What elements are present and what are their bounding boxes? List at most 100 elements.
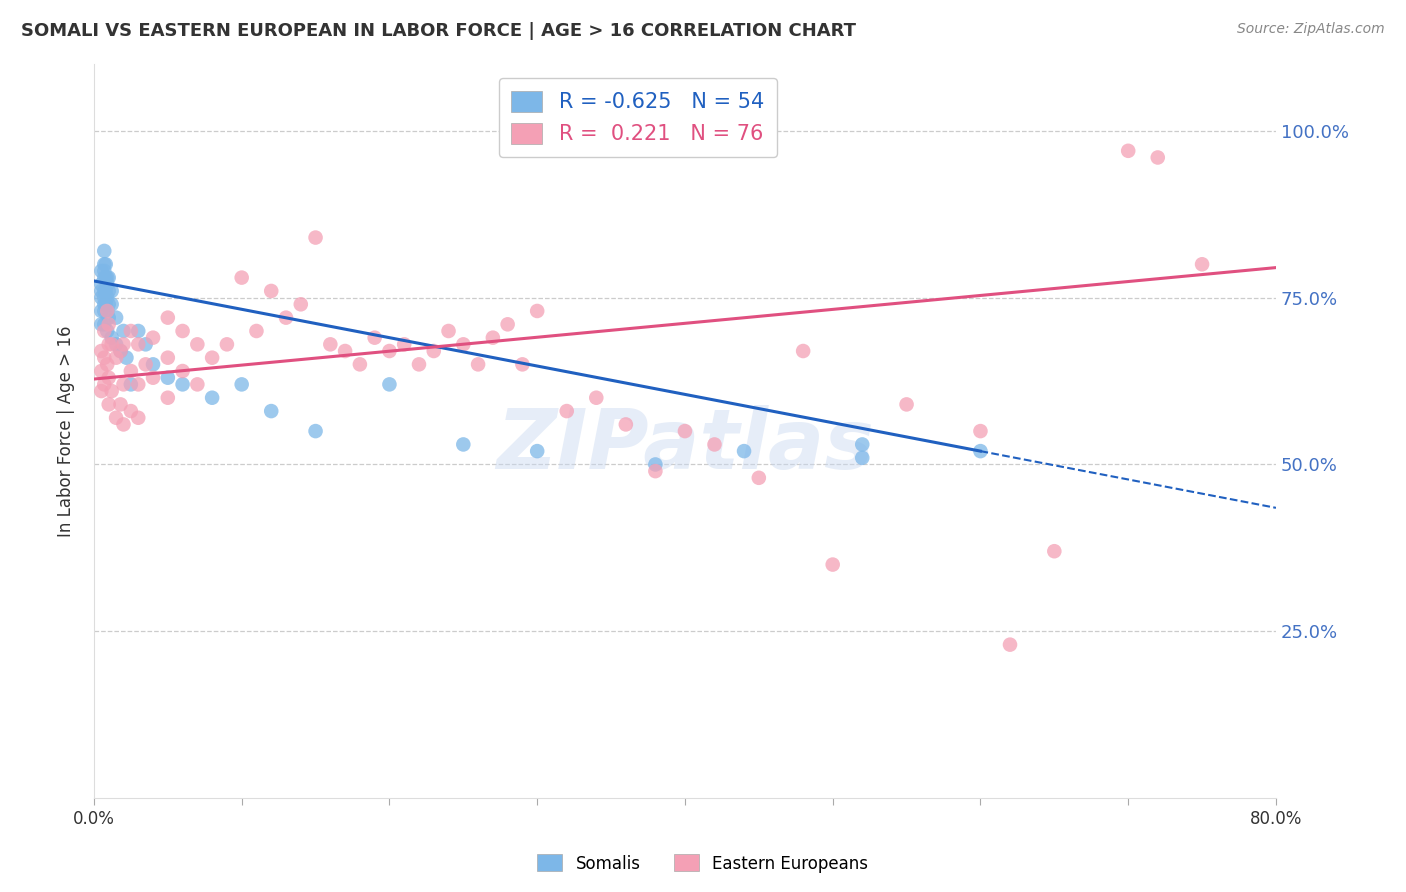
Point	[614, 417, 637, 432]
Point	[112, 324, 135, 338]
Point	[526, 304, 548, 318]
Point	[96, 324, 118, 338]
Point	[453, 437, 475, 451]
Point	[93, 318, 115, 332]
Point	[363, 331, 385, 345]
Point	[142, 331, 165, 345]
Point	[482, 331, 505, 345]
Point	[115, 351, 138, 365]
Point	[127, 324, 149, 338]
Point	[96, 277, 118, 292]
Point	[156, 351, 179, 365]
Point	[378, 377, 401, 392]
Point	[186, 337, 208, 351]
Point	[96, 291, 118, 305]
Point	[93, 244, 115, 258]
Text: Source: ZipAtlas.com: Source: ZipAtlas.com	[1237, 22, 1385, 37]
Point	[304, 424, 326, 438]
Point	[100, 284, 122, 298]
Point	[496, 318, 519, 332]
Point	[896, 397, 918, 411]
Point	[1146, 151, 1168, 165]
Point	[526, 444, 548, 458]
Legend: R = -0.625   N = 54, R =  0.221   N = 76: R = -0.625 N = 54, R = 0.221 N = 76	[499, 78, 776, 157]
Point	[105, 351, 128, 365]
Point	[1116, 144, 1139, 158]
Point	[96, 357, 118, 371]
Point	[112, 417, 135, 432]
Point	[97, 297, 120, 311]
Point	[120, 404, 142, 418]
Point	[93, 291, 115, 305]
Point	[851, 437, 873, 451]
Point	[97, 370, 120, 384]
Point	[93, 377, 115, 392]
Point	[437, 324, 460, 338]
Point	[90, 318, 112, 332]
Point	[97, 284, 120, 298]
Text: ZIPatlas: ZIPatlas	[496, 405, 875, 486]
Point	[260, 284, 283, 298]
Point	[733, 444, 755, 458]
Point	[392, 337, 415, 351]
Point	[100, 337, 122, 351]
Point	[90, 364, 112, 378]
Point	[94, 284, 117, 298]
Point	[156, 310, 179, 325]
Point	[585, 391, 607, 405]
Point	[349, 357, 371, 371]
Point	[120, 377, 142, 392]
Point	[97, 397, 120, 411]
Point	[156, 391, 179, 405]
Point	[703, 437, 725, 451]
Point	[94, 297, 117, 311]
Y-axis label: In Labor Force | Age > 16: In Labor Force | Age > 16	[58, 326, 75, 537]
Point	[105, 337, 128, 351]
Point	[100, 384, 122, 398]
Point	[90, 277, 112, 292]
Point	[333, 344, 356, 359]
Point	[969, 424, 991, 438]
Point	[100, 297, 122, 311]
Point	[90, 344, 112, 359]
Point	[93, 270, 115, 285]
Point	[851, 450, 873, 465]
Point	[172, 377, 194, 392]
Point	[201, 351, 224, 365]
Point	[1043, 544, 1066, 558]
Point	[644, 458, 666, 472]
Point	[821, 558, 844, 572]
Point	[97, 310, 120, 325]
Point	[172, 364, 194, 378]
Point	[135, 337, 157, 351]
Point	[110, 344, 132, 359]
Point	[97, 337, 120, 351]
Point	[673, 424, 696, 438]
Point	[112, 377, 135, 392]
Point	[186, 377, 208, 392]
Point	[644, 464, 666, 478]
Point	[127, 410, 149, 425]
Point	[93, 304, 115, 318]
Point	[172, 324, 194, 338]
Point	[142, 357, 165, 371]
Point	[120, 324, 142, 338]
Point	[378, 344, 401, 359]
Point	[304, 230, 326, 244]
Point	[231, 377, 253, 392]
Point	[105, 410, 128, 425]
Point	[96, 304, 118, 318]
Point	[245, 324, 267, 338]
Point	[408, 357, 430, 371]
Point	[93, 264, 115, 278]
Point	[274, 310, 297, 325]
Point	[97, 270, 120, 285]
Point	[260, 404, 283, 418]
Point	[93, 284, 115, 298]
Point	[142, 370, 165, 384]
Point	[90, 291, 112, 305]
Point	[96, 270, 118, 285]
Legend: Somalis, Eastern Europeans: Somalis, Eastern Europeans	[531, 847, 875, 880]
Text: SOMALI VS EASTERN EUROPEAN IN LABOR FORCE | AGE > 16 CORRELATION CHART: SOMALI VS EASTERN EUROPEAN IN LABOR FORC…	[21, 22, 856, 40]
Point	[94, 257, 117, 271]
